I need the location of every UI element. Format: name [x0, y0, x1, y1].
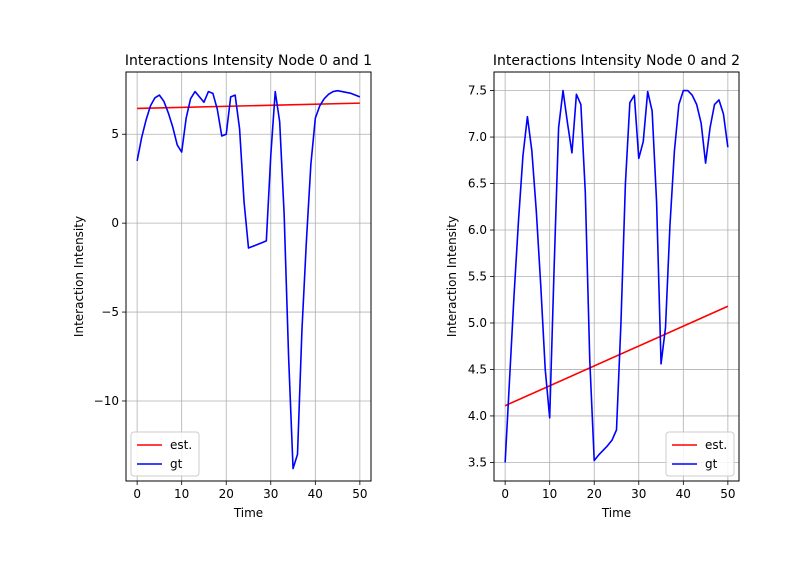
- left-legend-label-est: est.: [170, 438, 192, 452]
- right-legend-label-gt: gt: [705, 457, 718, 471]
- right-x-tick-label-4: 40: [676, 487, 691, 501]
- left-x-tick-label-1: 10: [174, 487, 189, 501]
- left-x-tick-label-3: 30: [263, 487, 278, 501]
- left-series-line-est: [137, 102, 360, 110]
- right-y-tick-label-3: 5.0: [468, 316, 487, 330]
- left-y-tick-label-0: 5: [111, 127, 119, 141]
- left-x-tick-label-4: 40: [308, 487, 323, 501]
- right-y-tick-label-6: 6.5: [468, 177, 487, 191]
- right-legend-box: [665, 431, 735, 477]
- left-x-axis-label: Time: [233, 506, 263, 520]
- left-x-tick-label-5: 50: [352, 487, 367, 501]
- left-legend-box: [130, 431, 200, 477]
- right-x-tick-label-0: 0: [501, 487, 509, 501]
- right-legend-label-est: est.: [705, 438, 727, 452]
- right-y-tick-label-4: 5.5: [468, 270, 487, 284]
- right-x-axis-label: Time: [601, 506, 631, 520]
- right-x-tick-label-2: 20: [587, 487, 602, 501]
- right-series-line-est: [504, 305, 729, 407]
- right-y-tick-label-8: 7.5: [468, 84, 487, 98]
- right-y-axis-label: Interaction Intensity: [445, 216, 459, 337]
- right-y-tick-label-0: 3.5: [468, 455, 487, 469]
- right-y-tick-label-7: 7.0: [468, 130, 487, 144]
- right-x-tick-label-3: 30: [631, 487, 646, 501]
- right-x-tick-label-1: 10: [542, 487, 557, 501]
- left-y-tick-label-3: −10: [94, 394, 119, 408]
- right-x-tick-label-5: 50: [720, 487, 735, 501]
- left-legend-label-gt: gt: [170, 457, 183, 471]
- left-series-line-gt: [136, 89, 361, 470]
- left-legend: est. gt: [130, 431, 200, 477]
- right-y-tick-label-1: 4.0: [468, 409, 487, 423]
- right-legend: est. gt: [665, 431, 735, 477]
- left-x-tick-label-2: 20: [219, 487, 234, 501]
- right-chart-title: Interactions Intensity Node 0 and 2: [493, 53, 740, 69]
- left-y-tick-label-1: 0: [111, 216, 119, 230]
- left-chart-title: Interactions Intensity Node 0 and 1: [125, 53, 372, 69]
- left-y-axis-label: Interaction Intensity: [72, 216, 86, 337]
- left-axes-frame: [125, 71, 372, 482]
- left-x-tick-label-0: 0: [133, 487, 141, 501]
- right-chart-panel: 0 10 20 30 40 50 3.5 4.0 4.5 5.0 5.5 6.0 6.5 7.0 7.5 In…: [445, 53, 740, 520]
- right-y-tick-label-2: 4.5: [468, 362, 487, 376]
- right-y-tick-label-5: 6.0: [468, 223, 487, 237]
- right-series-line-gt: [504, 89, 729, 463]
- left-y-tick-label-2: −5: [101, 305, 119, 319]
